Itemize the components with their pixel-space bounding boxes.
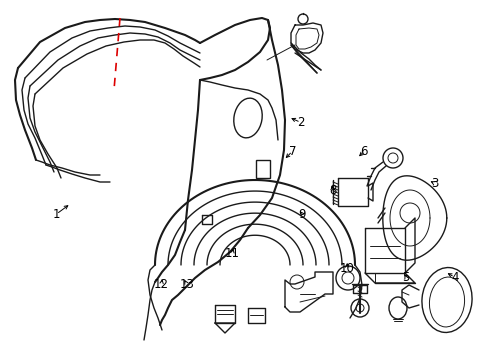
Text: 4: 4 [450, 271, 458, 284]
Text: 8: 8 [328, 184, 336, 197]
Text: 9: 9 [298, 208, 305, 221]
Text: 6: 6 [360, 145, 367, 158]
Text: 10: 10 [339, 262, 354, 275]
Text: 3: 3 [430, 177, 438, 190]
Bar [256, 160, 269, 178]
Text: 1: 1 [52, 208, 60, 221]
Text: 7: 7 [288, 145, 296, 158]
Text: 5: 5 [401, 271, 409, 284]
Text: 11: 11 [224, 247, 239, 260]
Text: 13: 13 [179, 278, 194, 291]
Text: 2: 2 [296, 116, 304, 129]
Text: 12: 12 [154, 278, 168, 291]
